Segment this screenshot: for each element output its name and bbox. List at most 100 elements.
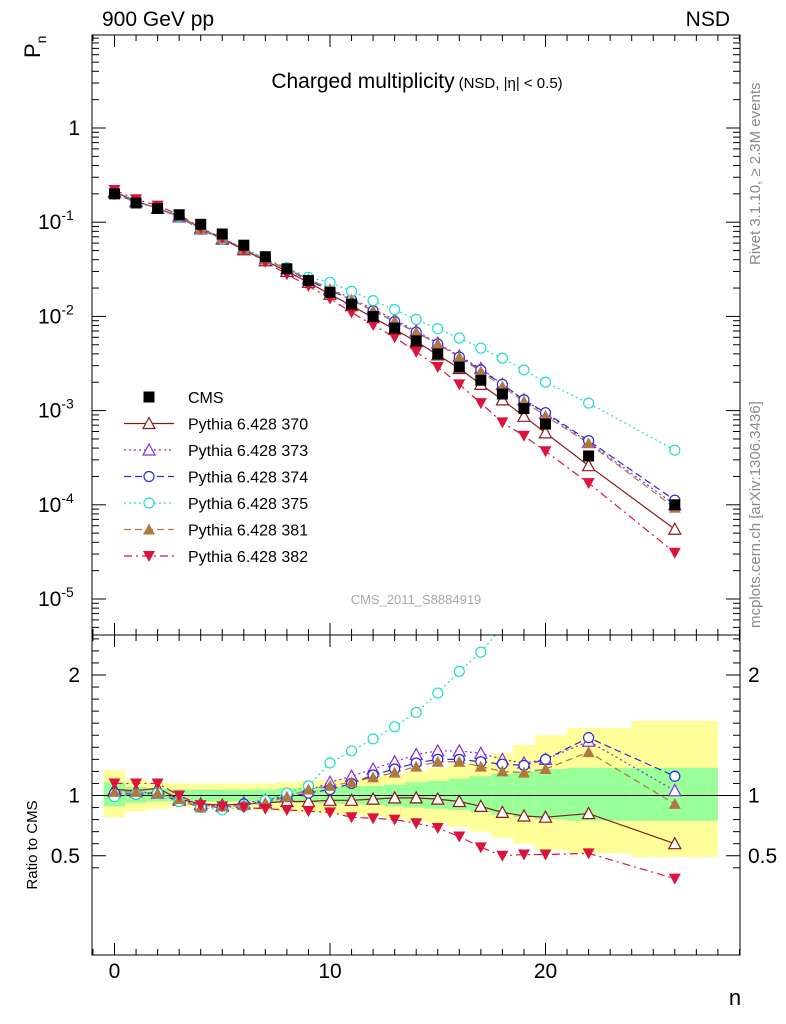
data-point: [475, 374, 487, 386]
data-point: [583, 450, 595, 462]
main-chart-title-suffix: (NSD, |η| < 0.5): [459, 75, 563, 92]
y-tick-label-base: 10: [38, 400, 61, 423]
legend-entry: Pythia 6.428 381: [124, 523, 308, 540]
ratio-ylabel: Ratio to CMS: [24, 800, 41, 889]
data-point: [516, 409, 531, 422]
data-point: [109, 188, 120, 200]
ratio-point: [668, 797, 681, 809]
data-point: [367, 310, 379, 322]
ratio-line: [114, 740, 676, 807]
ratio-point: [430, 791, 445, 805]
ratio-point: [108, 778, 121, 790]
ratio-point: [151, 778, 164, 790]
y-tick-label-base: 10: [38, 588, 61, 611]
data-point: [669, 499, 681, 511]
data-point: [238, 239, 250, 251]
legend-entry: Pythia 6.428 375: [124, 496, 308, 513]
data-point: [518, 403, 530, 415]
ratio-point: [581, 806, 596, 820]
ratio-point: [539, 762, 552, 774]
series-markers: [107, 185, 682, 511]
data-point: [432, 348, 444, 360]
legend-label: Pythia 6.428 370: [188, 417, 308, 434]
data-point: [540, 418, 551, 430]
data-point: [410, 326, 423, 338]
series-line: [114, 192, 676, 509]
ratio-point: [516, 808, 531, 822]
ratio-point: [344, 793, 359, 806]
data-point: [539, 446, 552, 458]
legend-marker: [143, 497, 155, 509]
data-point: [496, 417, 509, 429]
data-point: [389, 322, 401, 334]
ratio-point: [453, 755, 466, 767]
ratio-point: [130, 785, 143, 797]
data-point: [538, 425, 553, 439]
ratio-point: [495, 805, 510, 818]
y-tick-label-base: 10: [38, 211, 61, 234]
legend-label: Pythia 6.428 374: [188, 470, 308, 487]
ratio-point: [324, 779, 336, 791]
main-panel-series: [107, 184, 682, 559]
data-point: [259, 251, 271, 263]
header-left-title: 900 GeV pp: [102, 8, 214, 31]
rivet-version-text: Rivet 3.1.10, ≥ 2.3M events: [747, 83, 764, 266]
ratio-point: [345, 776, 358, 788]
ratio-panel: 0 10 20 0.5 0.5 1 1 2 2 Ratio to CMS n: [24, 634, 777, 1010]
data-point: [539, 376, 552, 388]
legend-label: Pythia 6.428 373: [188, 443, 308, 460]
series-markers: [109, 188, 681, 511]
data-point: [431, 362, 444, 374]
ratio-point: [194, 800, 207, 812]
legend-label: CMS: [188, 390, 224, 407]
legend-entry: Pythia 6.428 373: [124, 442, 308, 460]
ratio-point: [280, 804, 293, 816]
ratio-point: [474, 842, 487, 854]
ratio-point: [324, 757, 336, 769]
data-point: [474, 398, 487, 410]
series-line: [114, 189, 676, 554]
ratio-point: [669, 770, 681, 782]
data-point: [302, 275, 314, 287]
ratio-point: [130, 778, 143, 790]
data-point: [345, 307, 358, 319]
legend-marker: [143, 523, 155, 535]
y-tick-label: 10-3: [38, 396, 74, 423]
main-ylabel-main: P: [20, 43, 45, 58]
ratio-point: [237, 802, 250, 814]
ratio-point: [453, 831, 466, 843]
legend-label: Pythia 6.428 381: [188, 523, 308, 540]
ratio-point: [108, 785, 121, 797]
data-point: [216, 228, 228, 240]
ratio-point: [517, 849, 530, 861]
mcplots-reference-text: mcplots.cern.ch [arXiv:1306.3436]: [747, 401, 764, 628]
uncertainty-band-inner: [491, 773, 514, 815]
ratio-point: [280, 790, 293, 802]
ratio-point: [302, 783, 315, 795]
data-point: [475, 342, 487, 354]
ratio-point: [473, 799, 488, 812]
y-tick-label-left: 1: [68, 785, 80, 808]
ratio-point: [388, 766, 401, 778]
y-tick-label-right: 1: [748, 785, 760, 808]
y-tick-label-exponent: -2: [61, 301, 74, 317]
x-tick-label: 10: [318, 960, 341, 983]
ratio-point: [259, 803, 272, 815]
ratio-point: [431, 823, 444, 835]
uncertainty-band-inner: [513, 771, 535, 818]
ratio-point: [517, 766, 530, 778]
ratio-point: [410, 706, 422, 718]
series-pythia-6-428-382: [114, 189, 676, 554]
data-point: [281, 263, 293, 275]
legend-label: Pythia 6.428 375: [188, 496, 308, 513]
legend-entry: Pythia 6.428 374: [124, 470, 308, 487]
legend-entry: Pythia 6.428 370: [124, 416, 308, 434]
series-pythia-6-428-374: [114, 192, 676, 501]
y-tick-label: 10-4: [38, 490, 74, 517]
data-point: [582, 397, 595, 409]
y-tick-label-right: 2: [748, 664, 760, 687]
data-point: [667, 522, 682, 535]
main-chart-title-text: Charged multiplicity: [271, 70, 455, 93]
main-ylabel-subscript: n: [33, 36, 49, 44]
